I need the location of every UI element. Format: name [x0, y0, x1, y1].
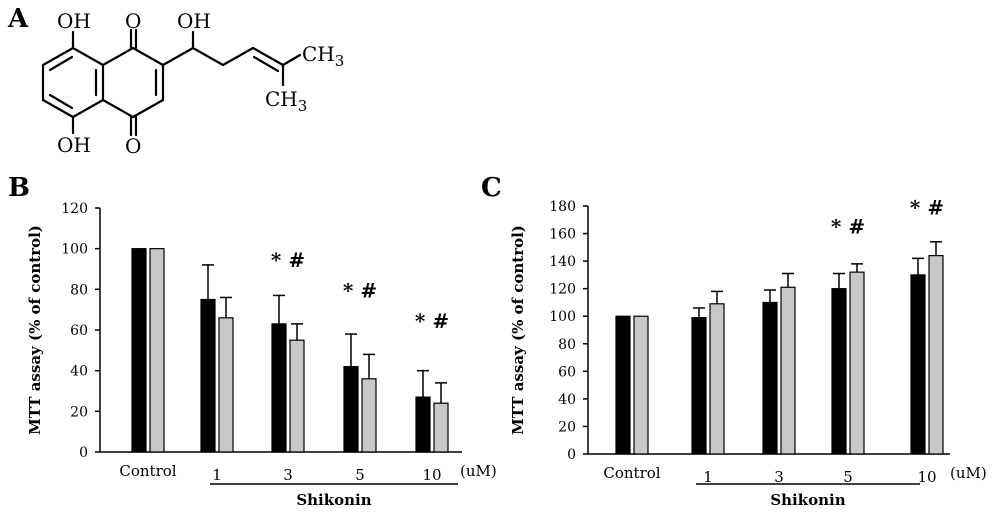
- chart-b-y-tick-label: 40: [70, 364, 88, 380]
- chart-c-bar: [615, 315, 631, 455]
- chart-b-significance-mark: * #: [271, 248, 305, 272]
- chart-c-x-tick-label: Control: [603, 464, 660, 482]
- chart-c-bar: [691, 316, 707, 455]
- chart-c-y-tick-label: 140: [549, 254, 576, 270]
- oh-bottom-label: OH: [57, 133, 91, 157]
- chart-b-x-tick-label: 10: [422, 466, 441, 484]
- oh-chain-label: OH: [177, 9, 211, 33]
- chart-b-y-tick-label: 60: [70, 323, 88, 339]
- panel-label-b: B: [8, 173, 30, 203]
- chart-c-y-tick-label: 20: [558, 419, 576, 435]
- chart-c-y-tick-label: 100: [549, 309, 576, 325]
- chart-c-bar: [831, 288, 847, 455]
- chart-c-x-tick-label: 10: [917, 468, 936, 486]
- chart-b-x-tick-label: Control: [119, 462, 176, 480]
- chart-b-significance-mark: * #: [415, 309, 449, 333]
- panel-label-a: A: [8, 4, 29, 34]
- chart-b-y-tick-label: 80: [70, 282, 88, 298]
- chart-c-y-tick-label: 120: [549, 282, 576, 298]
- ch3-top-label: CH3: [302, 42, 344, 70]
- chart-b-y-axis-label: MTT assay (% of control): [26, 225, 44, 435]
- ch3-bottom-label: CH3: [265, 87, 307, 115]
- chart-b-bar: [289, 339, 305, 453]
- o-top-label: O: [125, 9, 141, 33]
- chart-c-x-unit: (uM): [950, 464, 987, 482]
- chart-b-x-tick-label: 5: [355, 466, 365, 484]
- chart-c-group-label: Shikonin: [770, 491, 845, 509]
- chart-b: 0 20 40 60 80 100 120 MTT assay (% of control) C…: [26, 201, 497, 509]
- chart-c-y-tick-label: 0: [567, 447, 576, 463]
- chart-c-y-tick-label: 180: [549, 199, 576, 215]
- chart-c-bar: [709, 303, 725, 455]
- chart-b-bar: [131, 248, 147, 453]
- chart-c-y-tick-label: 40: [558, 392, 576, 408]
- chart-b-y-tick-label: 0: [79, 445, 88, 461]
- chart-c-significance-mark: * #: [910, 195, 944, 219]
- chart-c-bar: [928, 254, 944, 455]
- chart-b-bar: [433, 402, 449, 453]
- o-bottom-label: O: [125, 134, 141, 158]
- chart-b-bar: [343, 366, 359, 453]
- chart-b-bar: [271, 323, 287, 453]
- chart-b-y-tick-label: 120: [61, 201, 88, 217]
- chart-b-bar: [218, 317, 234, 453]
- chart-c-y-axis-label: MTT assay (% of control): [509, 225, 527, 435]
- chart-c-y-tick-label: 160: [549, 227, 576, 243]
- chart-c: 0 20 40 60 80 100 120 140 160 180 MTT assay (% of …: [509, 195, 987, 509]
- chart-b-group-label: Shikonin: [296, 491, 371, 509]
- panel-label-c: C: [481, 173, 502, 203]
- chart-b-bar: [415, 396, 431, 453]
- oh-top-label: OH: [57, 9, 91, 33]
- chart-b-x-tick-label: 3: [283, 466, 293, 484]
- chart-b-bar: [200, 298, 216, 453]
- chart-b-x-unit: (uM): [460, 462, 497, 480]
- chart-b-y-tick-label: 20: [70, 404, 88, 420]
- chart-b-bar: [149, 248, 165, 453]
- chart-c-bar: [849, 271, 865, 455]
- chart-c-x-tick-label: 1: [703, 468, 713, 486]
- chart-b-x-tick-label: 1: [212, 466, 222, 484]
- chart-c-bar: [910, 274, 926, 455]
- chart-c-bar: [780, 286, 796, 455]
- chart-b-y-tick-label: 100: [61, 242, 88, 258]
- chart-c-y-tick-label: 80: [558, 337, 576, 353]
- chart-c-x-tick-label: 5: [843, 468, 853, 486]
- chart-c-significance-mark: * #: [831, 215, 865, 239]
- chart-b-bar: [361, 378, 377, 453]
- chemical-structure: OH OH OH O O CH3 CH3: [41, 9, 344, 158]
- chart-b-significance-mark: * #: [343, 278, 377, 302]
- chart-c-x-tick-label: 3: [774, 468, 784, 486]
- chart-c-y-tick-label: 60: [558, 364, 576, 380]
- chart-c-bar: [762, 301, 778, 455]
- chart-c-bar: [633, 315, 649, 455]
